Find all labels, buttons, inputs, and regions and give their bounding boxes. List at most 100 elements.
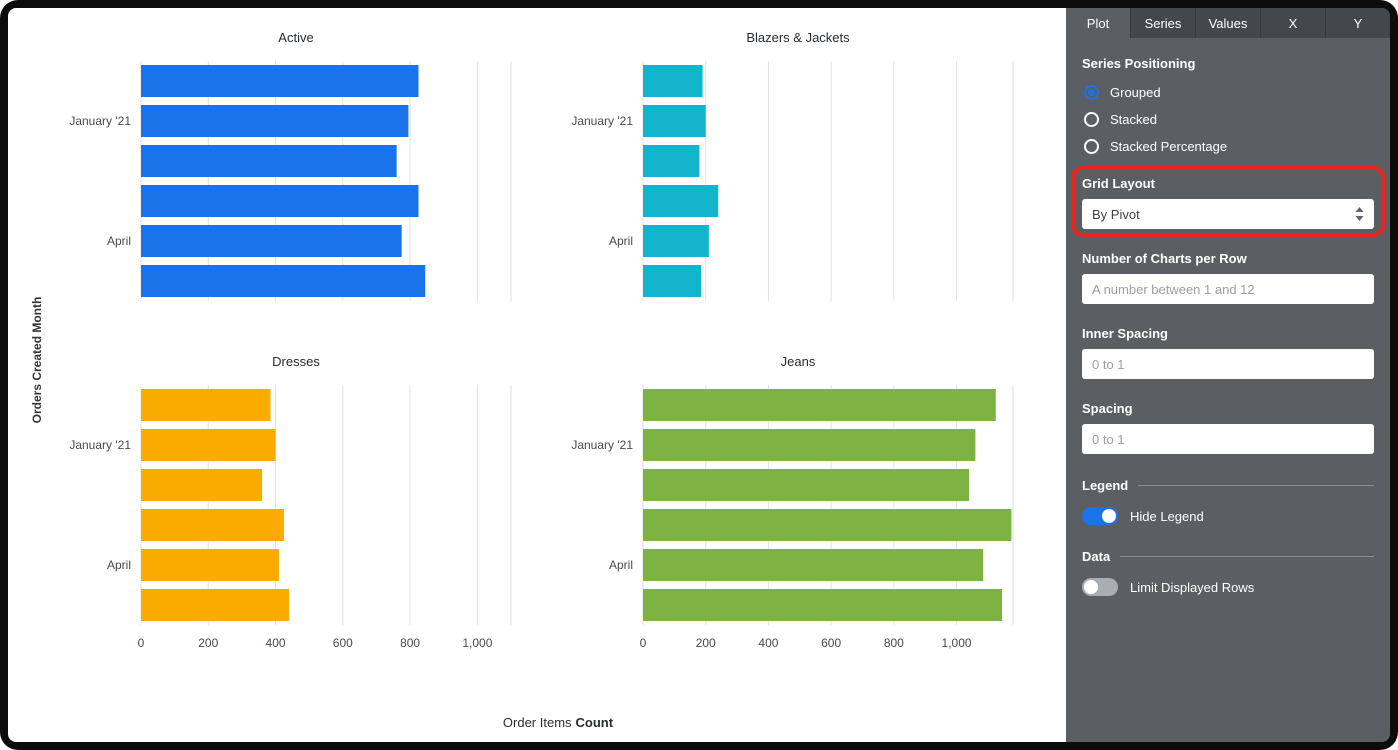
chart-jeans: Jeans January '21 April 0 200 400 600 800 1,000 [558, 354, 1060, 662]
x-tick-label: 400 [758, 636, 778, 650]
series-positioning-header: Series Positioning [1082, 56, 1196, 71]
bar [141, 469, 263, 501]
x-tick-label: 0 [138, 636, 145, 650]
chart-blazers-jackets: Blazers & Jackets January '21 April [558, 30, 1060, 314]
inner-spacing-label: Inner Spacing [1082, 326, 1168, 341]
plot-settings: Series Positioning Grouped Stacked Stack… [1066, 38, 1390, 742]
bar [643, 429, 976, 461]
chart-title: Jeans [780, 354, 816, 369]
charts-per-row-label: Number of Charts per Row [1082, 251, 1247, 266]
charts-per-row-input[interactable] [1082, 274, 1374, 304]
limit-rows-toggle[interactable] [1082, 578, 1118, 596]
chart-dresses: Dresses January '21 April 0 200 400 600 800 1,00… [56, 354, 558, 662]
y-tick-label: April [609, 558, 633, 572]
bar [141, 105, 409, 137]
y-tick-label: January '21 [571, 438, 633, 452]
bar [643, 549, 984, 581]
toggle-knob [1102, 509, 1116, 523]
bar-plot: January '21 April [571, 61, 1014, 301]
chart-title: Blazers & Jackets [746, 30, 850, 45]
x-axis-title-measure: Count [575, 715, 614, 730]
limit-rows-label: Limit Displayed Rows [1130, 579, 1255, 595]
y-tick-label: April [107, 234, 131, 248]
radio-icon[interactable] [1084, 139, 1099, 154]
bar [141, 65, 419, 97]
bar [643, 185, 719, 217]
bar [141, 145, 397, 177]
chart-grid: Active January '21 April Blazers & Jackets J… [56, 30, 1060, 662]
x-tick-label: 400 [266, 636, 286, 650]
inner-spacing-input[interactable] [1082, 349, 1374, 379]
unfold-more-icon [1355, 207, 1364, 221]
x-tick-label: 200 [696, 636, 716, 650]
radio-icon[interactable] [1084, 112, 1099, 127]
bar [141, 509, 284, 541]
bar [141, 185, 419, 217]
bar [141, 589, 289, 621]
bar [141, 429, 276, 461]
radio-stacked-label: Stacked [1110, 112, 1157, 127]
y-tick-label: January '21 [571, 114, 633, 128]
x-tick-label: 1,000 [462, 636, 492, 650]
hide-legend-label: Hide Legend [1130, 508, 1204, 524]
x-axis-title: Order Items Count [56, 715, 1060, 730]
bar [643, 65, 703, 97]
bar [141, 549, 279, 581]
bar-plot: January '21 April [69, 61, 512, 301]
data-header-label: Data [1082, 549, 1111, 564]
grid-layout-label: Grid Layout [1082, 176, 1155, 191]
limit-rows-row: Limit Displayed Rows [1082, 578, 1374, 596]
spacing-input[interactable] [1082, 424, 1374, 454]
bar [643, 509, 1012, 541]
data-section-header: Data [1082, 549, 1374, 564]
y-tick-label: April [609, 234, 633, 248]
y-axis-title: Orders Created Month [30, 296, 44, 424]
bar [643, 589, 1003, 621]
radio-grouped-label: Grouped [1110, 85, 1161, 100]
y-tick-label: January '21 [69, 114, 131, 128]
legend-section-header: Legend [1082, 478, 1374, 493]
toggle-knob [1084, 580, 1098, 594]
config-tab-bar: Plot Series Values X Y [1066, 8, 1390, 38]
hide-legend-row: Hide Legend [1082, 507, 1374, 525]
grid-layout-select[interactable]: By Pivot [1082, 199, 1374, 229]
app-window: Orders Created Month Active January '21 Ap… [8, 8, 1390, 742]
grid-layout-group: Grid Layout By Pivot [1071, 166, 1385, 237]
vis-config-panel: Plot Series Values X Y Series Positionin… [1066, 8, 1390, 742]
x-tick-label: 800 [400, 636, 420, 650]
x-tick-label: 600 [333, 636, 353, 650]
bar [141, 265, 426, 297]
tab-y[interactable]: Y [1325, 8, 1390, 38]
tab-plot[interactable]: Plot [1066, 8, 1130, 38]
bar [141, 225, 402, 257]
x-tick-label: 1,000 [942, 636, 972, 650]
chart-active: Active January '21 April [56, 30, 558, 314]
bar [643, 225, 709, 257]
tab-values[interactable]: Values [1195, 8, 1260, 38]
bar [643, 145, 700, 177]
x-tick-label: 200 [198, 636, 218, 650]
radio-selected-icon[interactable] [1084, 85, 1099, 100]
bar [643, 265, 702, 297]
bar [643, 105, 706, 137]
x-axis-title-text: Order Items [502, 715, 572, 730]
tab-series[interactable]: Series [1130, 8, 1195, 38]
y-tick-label: January '21 [69, 438, 131, 452]
x-tick-label: 0 [640, 636, 647, 650]
grid-layout-value: By Pivot [1092, 206, 1140, 222]
radio-grouped[interactable]: Grouped [1084, 85, 1374, 100]
chart-title: Dresses [272, 354, 320, 369]
y-tick-label: April [107, 558, 131, 572]
radio-stacked[interactable]: Stacked [1084, 112, 1374, 127]
spacing-label: Spacing [1082, 401, 1133, 416]
visualization-canvas: Orders Created Month Active January '21 Ap… [8, 8, 1066, 742]
x-tick-label: 800 [884, 636, 904, 650]
bar [643, 389, 996, 421]
x-tick-label: 600 [821, 636, 841, 650]
radio-stacked-percentage[interactable]: Stacked Percentage [1084, 139, 1374, 154]
hide-legend-toggle[interactable] [1082, 507, 1118, 525]
chart-title: Active [278, 30, 314, 45]
bar [643, 469, 970, 501]
tab-x[interactable]: X [1260, 8, 1325, 38]
